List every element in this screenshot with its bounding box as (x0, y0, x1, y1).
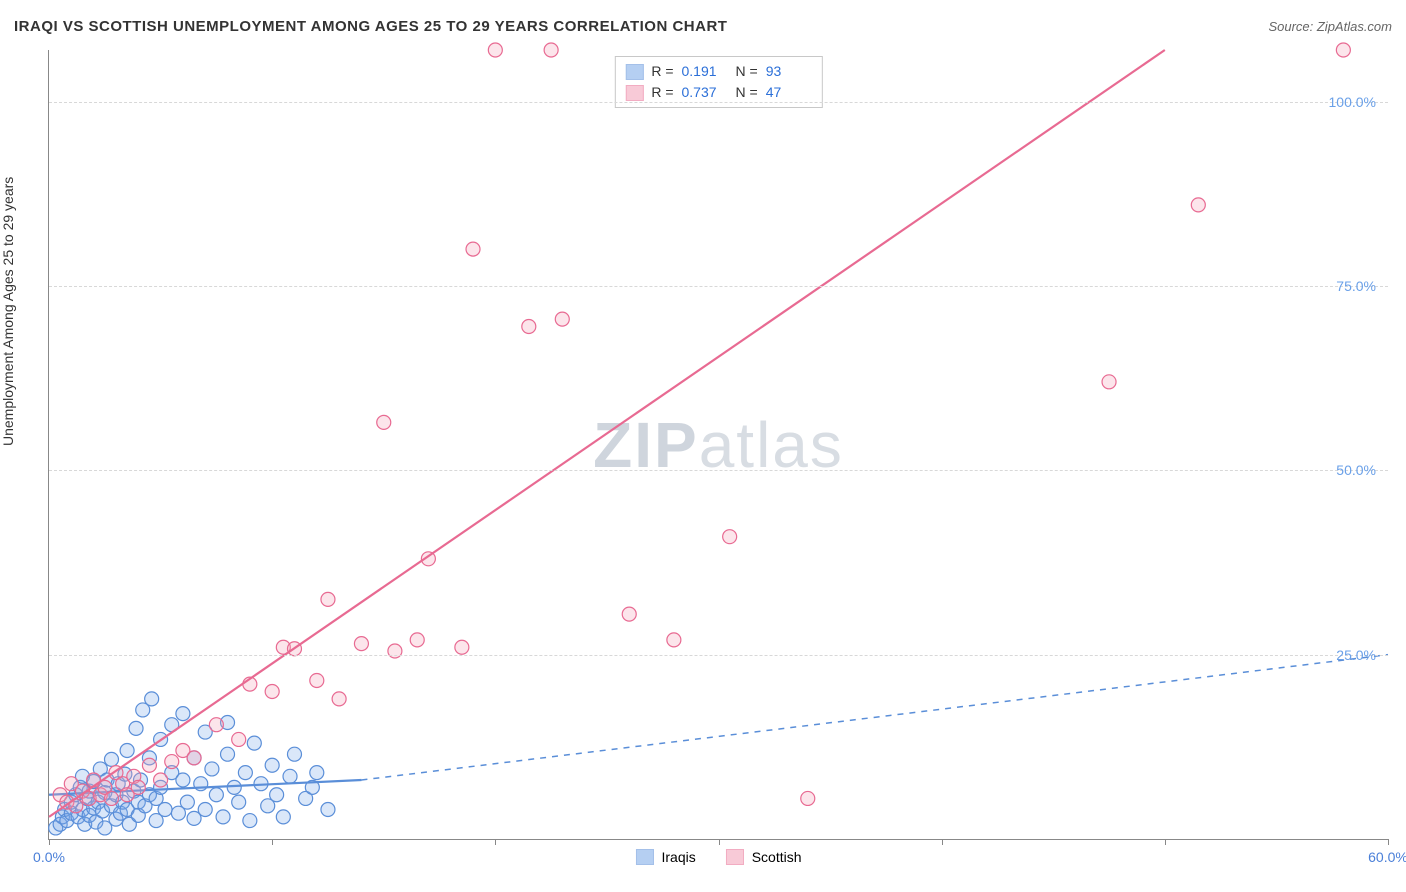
legend-label-iraqis: Iraqis (661, 849, 695, 865)
data-point-iraqis (238, 766, 252, 780)
data-point-iraqis (283, 769, 297, 783)
data-point-scottish (232, 732, 246, 746)
data-point-iraqis (276, 810, 290, 824)
data-point-scottish (555, 312, 569, 326)
gridline-h (49, 286, 1388, 287)
data-point-scottish (544, 43, 558, 57)
data-point-iraqis (176, 707, 190, 721)
data-point-scottish (801, 791, 815, 805)
x-tick-label: 60.0% (1368, 849, 1406, 865)
y-tick-label: 25.0% (1336, 647, 1376, 663)
legend-label-scottish: Scottish (752, 849, 802, 865)
source-name: ZipAtlas.com (1317, 19, 1392, 34)
data-point-iraqis (158, 803, 172, 817)
data-point-iraqis (129, 721, 143, 735)
x-tick (942, 839, 943, 845)
data-point-iraqis (232, 795, 246, 809)
data-point-scottish (455, 640, 469, 654)
data-point-iraqis (180, 795, 194, 809)
plot-svg (49, 50, 1388, 839)
y-axis-label: Unemployment Among Ages 25 to 29 years (0, 177, 16, 446)
x-tick-label: 0.0% (33, 849, 65, 865)
chart-title: IRAQI VS SCOTTISH UNEMPLOYMENT AMONG AGE… (14, 18, 727, 35)
data-point-iraqis (145, 692, 159, 706)
x-tick (495, 839, 496, 845)
data-point-scottish (667, 633, 681, 647)
trend-line-ext-iraqis (361, 655, 1388, 780)
data-point-iraqis (243, 814, 257, 828)
gridline-h (49, 102, 1388, 103)
data-point-iraqis (321, 803, 335, 817)
data-point-scottish (522, 320, 536, 334)
y-tick-label: 50.0% (1336, 462, 1376, 478)
data-point-iraqis (227, 780, 241, 794)
data-point-iraqis (198, 803, 212, 817)
data-point-scottish (1336, 43, 1350, 57)
swatch-iraqis (635, 849, 653, 865)
data-point-scottish (723, 530, 737, 544)
plot-area: ZIPatlas R =0.191N =93R =0.737N =47 Iraq… (48, 50, 1388, 840)
data-point-iraqis (104, 752, 118, 766)
data-point-iraqis (221, 747, 235, 761)
data-point-iraqis (287, 747, 301, 761)
data-point-scottish (131, 780, 145, 794)
data-point-scottish (265, 685, 279, 699)
data-point-iraqis (120, 744, 134, 758)
data-point-scottish (1102, 375, 1116, 389)
y-tick-label: 100.0% (1329, 94, 1376, 110)
data-point-scottish (209, 718, 223, 732)
data-point-iraqis (247, 736, 261, 750)
x-tick (49, 839, 50, 845)
data-point-iraqis (205, 762, 219, 776)
data-point-scottish (154, 773, 168, 787)
title-bar: IRAQI VS SCOTTISH UNEMPLOYMENT AMONG AGE… (14, 18, 1392, 35)
data-point-iraqis (265, 758, 279, 772)
y-tick-label: 75.0% (1336, 278, 1376, 294)
data-point-scottish (354, 637, 368, 651)
legend-item-iraqis: Iraqis (635, 849, 695, 865)
legend-item-scottish: Scottish (726, 849, 802, 865)
data-point-scottish (1191, 198, 1205, 212)
data-point-scottish (187, 751, 201, 765)
x-tick (1388, 839, 1389, 845)
data-point-iraqis (209, 788, 223, 802)
x-tick (719, 839, 720, 845)
swatch-scottish (726, 849, 744, 865)
data-point-iraqis (176, 773, 190, 787)
data-point-scottish (488, 43, 502, 57)
source-prefix: Source: (1268, 19, 1316, 34)
data-point-scottish (142, 758, 156, 772)
data-point-scottish (321, 592, 335, 606)
data-point-scottish (622, 607, 636, 621)
data-point-iraqis (216, 810, 230, 824)
x-tick (272, 839, 273, 845)
source-credit: Source: ZipAtlas.com (1268, 19, 1392, 34)
data-point-scottish (310, 673, 324, 687)
data-point-scottish (165, 755, 179, 769)
data-point-scottish (466, 242, 480, 256)
series-legend: Iraqis Scottish (635, 849, 801, 865)
data-point-scottish (388, 644, 402, 658)
data-point-scottish (377, 415, 391, 429)
data-point-scottish (332, 692, 346, 706)
gridline-h (49, 655, 1388, 656)
data-point-iraqis (310, 766, 324, 780)
gridline-h (49, 470, 1388, 471)
data-point-iraqis (270, 788, 284, 802)
data-point-scottish (104, 791, 118, 805)
x-tick (1165, 839, 1166, 845)
data-point-scottish (410, 633, 424, 647)
